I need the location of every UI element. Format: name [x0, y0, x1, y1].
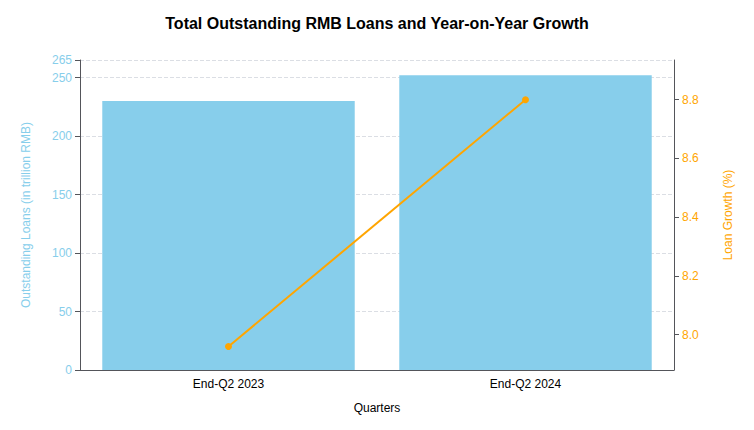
- svg-text:0: 0: [65, 363, 72, 377]
- svg-text:End-Q2 2023: End-Q2 2023: [193, 377, 265, 391]
- svg-text:8.8: 8.8: [682, 93, 699, 107]
- svg-text:Outstanding Loans (in trillion: Outstanding Loans (in trillion RMB): [19, 122, 33, 308]
- svg-text:Total Outstanding RMB Loans an: Total Outstanding RMB Loans and Year-on-…: [165, 15, 588, 32]
- svg-text:Quarters: Quarters: [354, 401, 401, 415]
- svg-text:End-Q2 2024: End-Q2 2024: [490, 377, 562, 391]
- svg-text:200: 200: [52, 129, 72, 143]
- svg-text:8.0: 8.0: [682, 328, 699, 342]
- svg-text:Loan Growth (%): Loan Growth (%): [721, 170, 735, 261]
- svg-text:100: 100: [52, 246, 72, 260]
- svg-text:265: 265: [52, 53, 72, 67]
- svg-text:8.2: 8.2: [682, 269, 699, 283]
- svg-text:8.6: 8.6: [682, 151, 699, 165]
- svg-text:8.4: 8.4: [682, 210, 699, 224]
- svg-text:250: 250: [52, 71, 72, 85]
- svg-text:50: 50: [59, 305, 73, 319]
- svg-text:150: 150: [52, 188, 72, 202]
